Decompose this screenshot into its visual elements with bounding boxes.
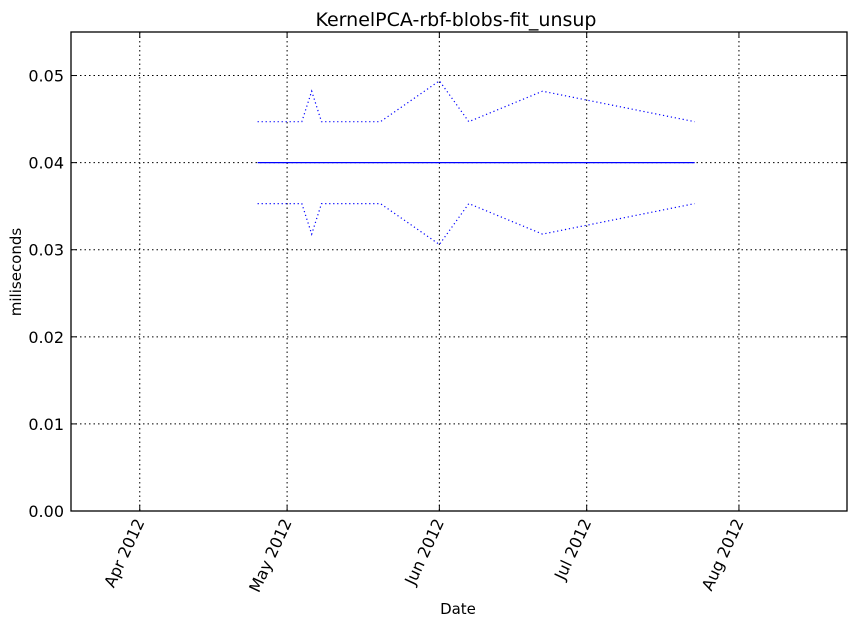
x-axis-label: Date bbox=[440, 600, 476, 618]
y-axis-label: miliseconds bbox=[7, 228, 25, 317]
chart-title: KernelPCA-rbf-blobs-fit_unsup bbox=[315, 9, 596, 31]
series-line-bound-1 bbox=[257, 79, 695, 123]
y-tick-label: 0.01 bbox=[28, 415, 64, 434]
x-tick-label: Apr 2012 bbox=[100, 516, 148, 591]
grid bbox=[71, 32, 847, 512]
y-tick-label: 0.03 bbox=[28, 241, 64, 260]
x-tick-label: Aug 2012 bbox=[698, 516, 748, 594]
x-tick-label: May 2012 bbox=[245, 516, 296, 596]
x-tick-label: Jun 2012 bbox=[400, 516, 448, 589]
y-tick-label: 0.05 bbox=[28, 67, 64, 86]
y-tick-label: 0.04 bbox=[28, 154, 64, 173]
y-tick-label: 0.00 bbox=[28, 502, 64, 521]
plot-frame bbox=[70, 31, 848, 512]
y-tick-label: 0.02 bbox=[28, 328, 64, 347]
series-line-bound-2 bbox=[257, 202, 695, 246]
x-tick-label: Jul 2012 bbox=[550, 516, 595, 584]
series-layer bbox=[257, 79, 695, 246]
